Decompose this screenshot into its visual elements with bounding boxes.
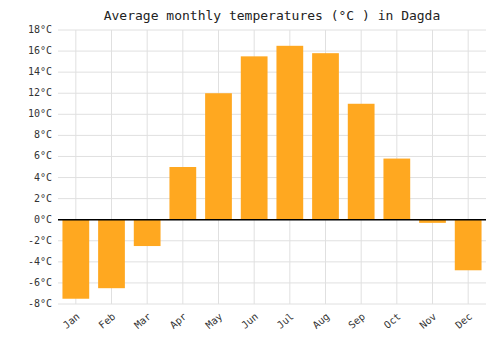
y-grid-line xyxy=(58,114,486,115)
chart: -8°C -6°C -4°C -2°C 0°C 2°C 4°C 6°C 8°C 10°C 12°C 1… xyxy=(0,0,500,350)
y-grid-line xyxy=(58,30,486,31)
x-axis: Jan Feb Mar Apr May Jun Jul Aug Sep Oct Nov Dec xyxy=(61,311,474,331)
y-tick-label: -8°C xyxy=(28,298,52,309)
x-tick-label: Jul xyxy=(275,311,296,331)
y-tick-label: 6°C xyxy=(34,150,52,161)
y-grid-line xyxy=(58,135,486,136)
bar xyxy=(205,93,232,219)
y-axis: -8°C -6°C -4°C -2°C 0°C 2°C 4°C 6°C 8°C 10°C 12°C 1… xyxy=(28,24,52,309)
x-tick-label: Jun xyxy=(239,311,260,331)
bars xyxy=(62,46,481,299)
title: Average monthly temperatures (°C ) in Da… xyxy=(104,8,441,23)
x-tick-label: Apr xyxy=(168,311,189,331)
y-grid-line xyxy=(58,51,486,52)
x-tick-label: Sep xyxy=(346,311,367,331)
y-grid-line xyxy=(58,72,486,73)
x-tick-label: Aug xyxy=(311,311,332,331)
y-tick-label: 16°C xyxy=(28,45,52,56)
bar xyxy=(348,104,375,220)
y-grid-line xyxy=(58,219,486,220)
x-tick-label: May xyxy=(204,311,225,331)
y-tick-label: 8°C xyxy=(34,129,52,140)
bar xyxy=(62,220,89,299)
y-grid-line xyxy=(58,156,486,157)
y-grid-line xyxy=(58,177,486,178)
y-tick-label: 0°C xyxy=(34,214,52,225)
y-tick-label: 10°C xyxy=(28,108,52,119)
x-tick-label: Jan xyxy=(61,311,82,331)
y-tick-label: 2°C xyxy=(34,193,52,204)
y-tick-label: -2°C xyxy=(28,235,52,246)
y-tick-label: 12°C xyxy=(28,87,52,98)
y-grid-line xyxy=(58,304,486,305)
x-grid-line xyxy=(432,30,433,304)
x-tick-label: Mar xyxy=(132,311,153,331)
bar xyxy=(455,220,482,271)
x-grid-line xyxy=(147,30,148,304)
bar xyxy=(134,220,161,246)
y-tick-label: 18°C xyxy=(28,24,52,35)
y-grid-line xyxy=(58,93,486,94)
y-tick-label: 14°C xyxy=(28,66,52,77)
y-grid-line xyxy=(58,198,486,199)
bar xyxy=(276,46,303,220)
y-tick-label: -6°C xyxy=(28,277,52,288)
bar xyxy=(98,220,125,289)
page: {"chart_data": {"type": "bar", "title": … xyxy=(0,0,500,350)
bar xyxy=(169,167,196,220)
y-tick-label: 4°C xyxy=(34,172,52,183)
x-tick-label: Feb xyxy=(97,311,118,331)
x-tick-label: Dec xyxy=(453,311,474,331)
bar xyxy=(312,53,339,220)
bar xyxy=(383,159,410,220)
bar xyxy=(241,56,268,219)
zero-line xyxy=(58,219,486,221)
y-tick-label: -4°C xyxy=(28,256,52,267)
x-tick-label: Nov xyxy=(418,311,439,331)
x-tick-label: Oct xyxy=(382,311,403,331)
grid xyxy=(58,30,486,304)
